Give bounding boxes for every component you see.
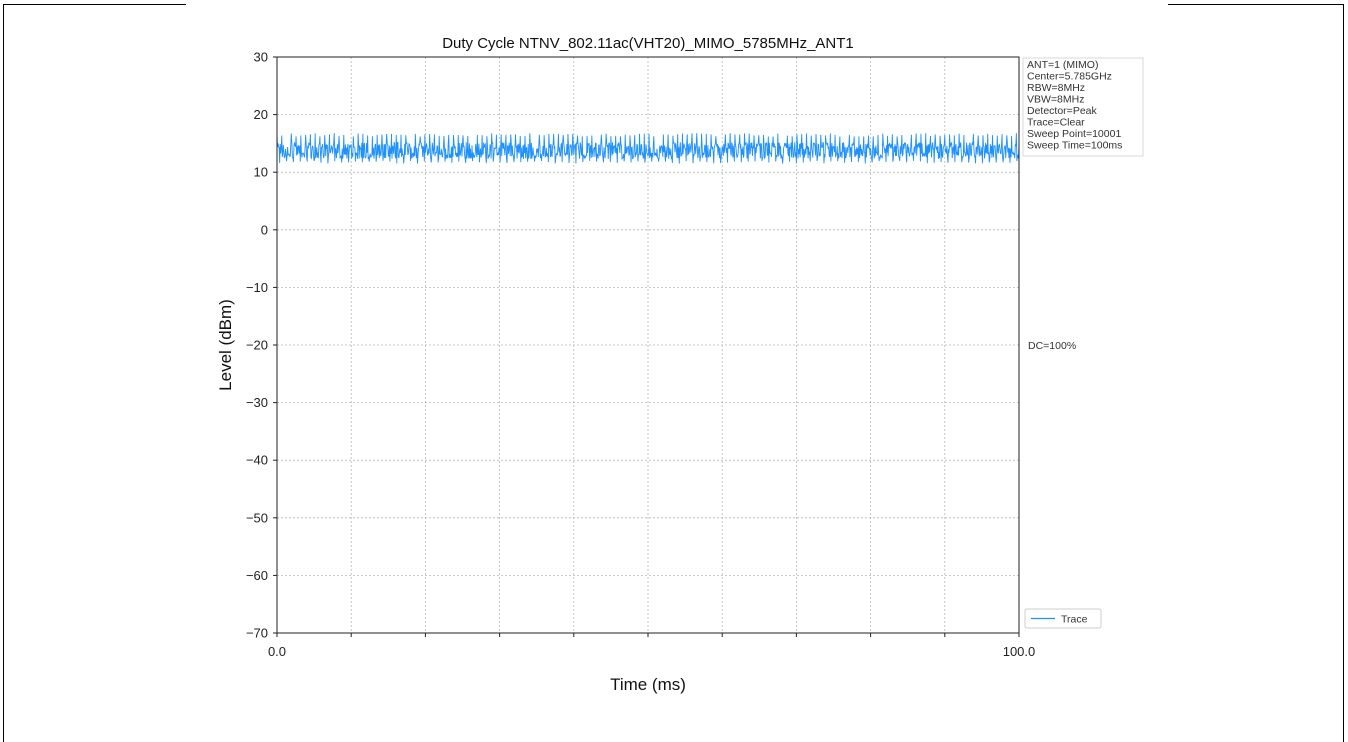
grid-lines (277, 56, 1019, 634)
y-tick-label: −10 (246, 280, 268, 295)
y-tick-label: 0 (261, 222, 268, 237)
page-frame-left (3, 4, 4, 742)
settings-box (1022, 57, 1144, 157)
x-axis-title: Time (ms) (610, 675, 686, 694)
settings-line: Sweep Time=100ms (1027, 140, 1122, 152)
y-tick-label: −30 (246, 395, 268, 410)
page-frame-right (1343, 4, 1344, 742)
y-tick-label: 20 (254, 107, 268, 122)
chart-title: Duty Cycle NTNV_802.11ac(VHT20)_MIMO_578… (442, 35, 854, 52)
x-tick-label-end: 100.0 (1003, 644, 1036, 659)
trace-series (276, 133, 1020, 164)
y-tick-label: −60 (246, 568, 268, 583)
x-axis-ticks: 0.0 100.0 (268, 633, 1035, 659)
y-tick-label: 10 (254, 165, 268, 180)
settings-line: Detector=Peak (1027, 105, 1097, 117)
settings-line: Sweep Point=10001 (1027, 128, 1121, 140)
measurement-settings-annotation: ANT=1 (MIMO)Center=5.785GHzRBW=8MHzVBW=8… (1022, 57, 1144, 157)
frame-top-left-segment (3, 4, 186, 5)
y-tick-label: −40 (246, 453, 268, 468)
settings-line: Trace=Clear (1027, 117, 1085, 129)
legend-box (1024, 608, 1102, 629)
y-axis-ticks: 30 20 10 0 −10 −20 −30 −40 −50 −60 −70 (246, 50, 277, 641)
y-tick-label: −50 (246, 510, 268, 525)
frame-top-right-segment (1168, 4, 1344, 5)
settings-line: RBW=8MHz (1027, 82, 1085, 94)
settings-line: VBW=8MHz (1027, 94, 1084, 106)
duty-cycle-label: DC=100% (1028, 340, 1076, 352)
y-axis-title: Level (dBm) (216, 299, 235, 391)
y-tick-label: −20 (246, 338, 268, 353)
trace-line (276, 133, 1020, 164)
settings-line: Center=5.785GHz (1027, 71, 1112, 83)
y-tick-label: 30 (254, 50, 268, 65)
page-frame-top (0, 0, 1348, 5)
legend-trace-label: Trace (1061, 614, 1088, 626)
y-tick-label: −70 (246, 626, 268, 641)
chart-legend: Trace (1024, 608, 1102, 629)
x-tick-label-start: 0.0 (268, 644, 286, 659)
settings-line: ANT=1 (MIMO) (1027, 59, 1098, 71)
